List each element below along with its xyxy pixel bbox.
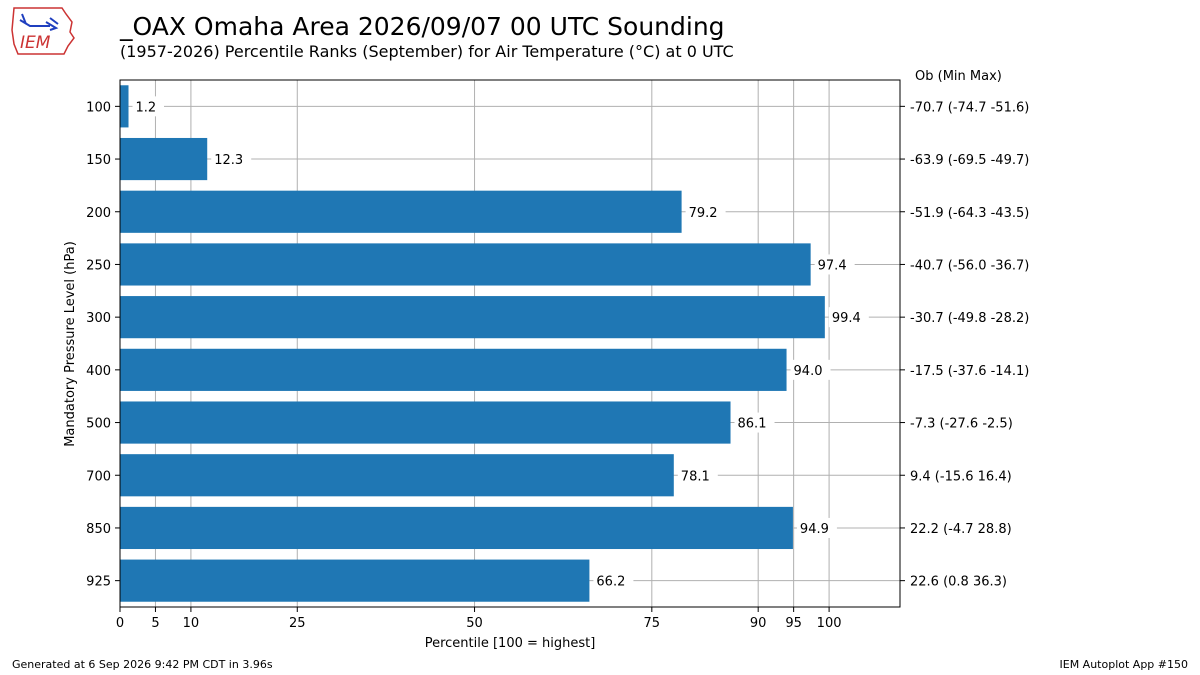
x-axis-ticks: 0 5 10 25 50 75 90 95 100 [116,607,842,631]
bars [120,85,825,602]
right-observation-label: -17.5 (-37.6 -14.1) [910,364,1029,379]
bar-value-label-background [685,201,726,222]
bar-value-label-background [132,96,165,117]
bar-value-label-group: 66.2 [593,570,634,591]
y-tick-label: 150 [86,153,111,168]
plot-frame [119,79,901,608]
bar-value-label-background [814,254,855,275]
bar-value-label-background [677,465,718,486]
bar-value-label-group: 94.0 [790,359,831,380]
bar-value-label-group: 79.2 [685,201,726,222]
y-tick-label: 200 [86,206,111,221]
bar-value-label-background [828,307,869,328]
bar-value-label-group: 12.3 [211,149,252,170]
bar-value-label-group: 99.4 [828,307,869,328]
bar-value-label: 97.4 [818,258,847,273]
y-tick-label: 500 [86,417,111,432]
bar-value-label-background [734,412,775,433]
right-observation-labels: -70.7 (-74.7 -51.6) -63.9 (-69.5 -49.7) -5… [900,100,1029,590]
bar-value-label-group: 86.1 [734,412,775,433]
bar-value-label-group: 1.2 [132,96,165,117]
iem-logo: IEM [11,7,75,55]
right-observation-label: 22.2 (-4.7 28.8) [910,522,1012,537]
x-tick-label: 5 [151,616,159,631]
bar-value-label: 79.2 [689,206,718,221]
bar-value-label: 66.2 [596,575,625,590]
right-observation-label: -63.9 (-69.5 -49.7) [910,153,1029,168]
bar-925-hpa [120,559,590,602]
bar-value-label-background [211,149,252,170]
bar-150-hpa [120,137,208,181]
logo-text: IEM [20,33,51,53]
y-axis-label: Mandatory Pressure Level (hPa) [63,241,78,447]
x-tick-label: 0 [116,616,124,631]
bar-value-label-background [796,517,837,538]
bar-value-label: 1.2 [136,100,157,115]
right-observation-label: 9.4 (-15.6 16.4) [910,469,1012,484]
bar-700-hpa [120,454,674,497]
bar-value-label: 99.4 [832,311,861,326]
bar-value-label-background [593,570,634,591]
x-tick-label: 25 [289,616,306,631]
bar-value-label-group: 97.4 [814,254,855,275]
x-axis-label: Percentile [100 = highest] [425,636,596,651]
chart-title: _OAX Omaha Area 2026/09/07 00 UTC Soundi… [119,12,725,41]
bar-400-hpa [120,348,787,391]
bar-300-hpa [120,296,825,339]
bar-value-labels: 1.2 12.3 79.2 97.4 99.4 94.0 86.1 78.1 94.9 66.2 [132,96,869,591]
weather-station-icon [19,13,59,31]
right-observation-label: -70.7 (-74.7 -51.6) [910,100,1029,115]
chart-subtitle: (1957-2026) Percentile Ranks (September)… [120,42,734,61]
y-tick-label: 850 [86,522,111,537]
bar-value-label: 94.9 [800,522,829,537]
right-observation-label: -51.9 (-64.3 -43.5) [910,206,1029,221]
right-column-header: Ob (Min Max) [915,69,1002,84]
footer-generated-text: Generated at 6 Sep 2026 9:42 PM CDT in 3… [12,658,273,671]
bar-850-hpa [120,506,793,550]
y-tick-label: 250 [86,258,111,273]
bar-value-label: 78.1 [681,469,710,484]
bar-200-hpa [120,190,682,233]
right-observation-label: -30.7 (-49.8 -28.2) [910,311,1029,326]
x-tick-label: 100 [817,616,842,631]
y-tick-label: 925 [86,575,111,590]
bar-100-hpa [120,85,129,128]
bar-value-label-group: 78.1 [677,465,718,486]
x-tick-label: 75 [644,616,661,631]
y-tick-label: 700 [86,469,111,484]
bar-value-label: 86.1 [738,417,767,432]
x-tick-label: 50 [466,616,483,631]
bar-500-hpa [120,401,731,444]
y-tick-label: 300 [86,311,111,326]
bar-250-hpa [120,243,811,286]
bar-value-label-group: 94.9 [796,517,837,538]
right-observation-label: -7.3 (-27.6 -2.5) [910,417,1013,432]
iowa-outline-icon [11,7,75,55]
y-tick-label: 100 [86,100,111,115]
right-observation-label: 22.6 (0.8 36.3) [910,575,1007,590]
y-axis-ticks: 100 150 200 250 300 400 500 700 850 925 [86,100,120,590]
x-tick-label: 90 [750,616,767,631]
footer-app-text: IEM Autoplot App #150 [1060,658,1189,671]
bar-value-label: 12.3 [214,153,243,168]
y-tick-label: 400 [86,364,111,379]
bar-value-label-background [790,359,831,380]
bar-value-label: 94.0 [794,364,823,379]
x-tick-label: 10 [183,616,200,631]
x-tick-label: 95 [785,616,802,631]
right-observation-label: -40.7 (-56.0 -36.7) [910,258,1029,273]
